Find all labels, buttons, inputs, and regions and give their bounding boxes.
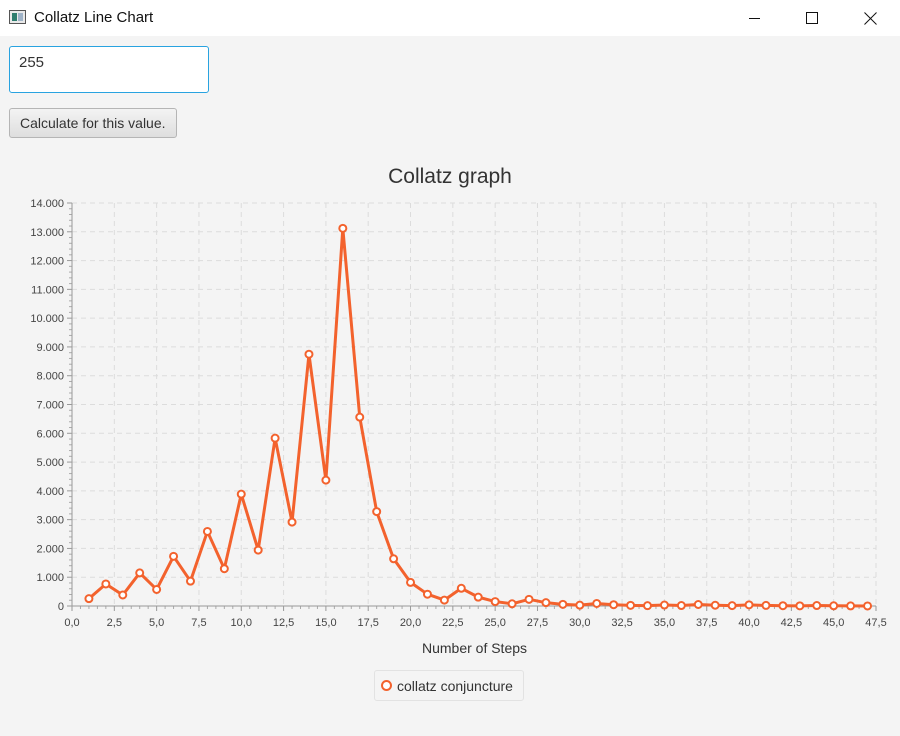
data-point bbox=[710, 600, 720, 610]
data-point bbox=[287, 517, 297, 527]
x-tick-label: 15,0 bbox=[315, 617, 336, 629]
x-tick-label: 40,0 bbox=[738, 617, 759, 629]
chart-title: Collatz graph bbox=[388, 165, 512, 188]
x-tick-label: 0,0 bbox=[64, 617, 79, 629]
maximize-button[interactable] bbox=[783, 0, 841, 36]
x-tick-label: 25,0 bbox=[484, 617, 505, 629]
x-tick-label: 27,5 bbox=[527, 617, 548, 629]
data-point bbox=[795, 601, 805, 611]
y-tick-label: 8.000 bbox=[36, 371, 64, 383]
x-tick-label: 22,5 bbox=[442, 617, 463, 629]
y-tick-label: 0 bbox=[58, 601, 64, 613]
y-tick-label: 13.000 bbox=[30, 227, 64, 239]
y-tick-label: 4.000 bbox=[36, 486, 64, 498]
data-point bbox=[152, 584, 162, 594]
x-tick-label: 12,5 bbox=[273, 617, 294, 629]
data-point bbox=[338, 223, 348, 233]
data-point bbox=[558, 599, 568, 609]
y-tick-label: 14.000 bbox=[30, 198, 64, 210]
data-point bbox=[778, 601, 788, 611]
data-point bbox=[439, 595, 449, 605]
y-tick-label: 6.000 bbox=[36, 428, 64, 440]
x-tick-label: 47,5 bbox=[865, 617, 886, 629]
x-tick-label: 2,5 bbox=[107, 617, 122, 629]
data-point bbox=[219, 564, 229, 574]
x-axis-label: Number of Steps bbox=[421, 640, 528, 656]
data-point bbox=[355, 412, 365, 422]
data-point bbox=[236, 489, 246, 499]
x-tick-label: 10,0 bbox=[231, 617, 252, 629]
x-tick-label: 7,5 bbox=[191, 617, 206, 629]
data-point bbox=[456, 583, 466, 593]
x-tick-label: 42,5 bbox=[781, 617, 802, 629]
data-point bbox=[185, 576, 195, 586]
data-point bbox=[473, 592, 483, 602]
data-point bbox=[253, 545, 263, 555]
x-tick-label: 17,5 bbox=[357, 617, 378, 629]
y-tick-label: 9.000 bbox=[36, 342, 64, 354]
x-tick-label: 5,0 bbox=[149, 617, 164, 629]
data-point bbox=[727, 601, 737, 611]
data-point bbox=[744, 600, 754, 610]
data-point bbox=[575, 600, 585, 610]
data-point bbox=[626, 600, 636, 610]
data-point bbox=[169, 551, 179, 561]
data-point bbox=[372, 507, 382, 517]
close-button[interactable] bbox=[841, 0, 899, 36]
start-value-input[interactable] bbox=[9, 46, 209, 93]
data-point bbox=[270, 433, 280, 443]
close-icon bbox=[864, 12, 877, 25]
data-point bbox=[761, 600, 771, 610]
app-window-icon bbox=[9, 10, 26, 24]
data-point bbox=[507, 599, 517, 609]
x-tick-label: 30,0 bbox=[569, 617, 590, 629]
data-point bbox=[101, 579, 111, 589]
calculate-button[interactable]: Calculate for this value. bbox=[9, 108, 177, 138]
data-point bbox=[676, 601, 686, 611]
data-point bbox=[592, 598, 602, 608]
chart-legend: collatz conjuncture bbox=[374, 670, 524, 701]
minimize-icon bbox=[748, 17, 760, 19]
data-point bbox=[659, 600, 669, 610]
x-tick-label: 45,0 bbox=[823, 617, 844, 629]
minimize-button[interactable] bbox=[725, 0, 783, 36]
collatz-line-chart: 0 1.000 2.000 3.000 4.000 5.000 6.000 7.000 8.00… bbox=[30, 198, 886, 629]
y-tick-label: 1.000 bbox=[36, 572, 64, 584]
legend-label: collatz conjuncture bbox=[397, 677, 513, 694]
y-tick-label: 11.000 bbox=[31, 284, 64, 296]
x-tick-label: 35,0 bbox=[654, 617, 675, 629]
maximize-icon bbox=[806, 12, 818, 24]
data-point bbox=[846, 601, 856, 611]
data-point bbox=[829, 601, 839, 611]
data-point bbox=[422, 589, 432, 599]
data-point bbox=[135, 568, 145, 578]
data-point bbox=[812, 601, 822, 611]
legend-marker-icon bbox=[381, 680, 392, 691]
y-tick-label: 3.000 bbox=[36, 515, 64, 527]
data-point bbox=[321, 475, 331, 485]
data-point bbox=[406, 577, 416, 587]
data-point bbox=[84, 594, 94, 604]
y-tick-label: 12.000 bbox=[30, 256, 64, 268]
data-point bbox=[524, 594, 534, 604]
x-tick-label: 37,5 bbox=[696, 617, 717, 629]
data-point bbox=[541, 598, 551, 608]
data-point bbox=[389, 554, 399, 564]
data-point bbox=[863, 601, 873, 611]
data-point bbox=[118, 590, 128, 600]
data-point bbox=[202, 526, 212, 536]
x-tick-label: 20,0 bbox=[400, 617, 421, 629]
y-tick-label: 10.000 bbox=[30, 313, 64, 325]
y-tick-label: 2.000 bbox=[36, 543, 64, 555]
x-tick-label: 32,5 bbox=[611, 617, 632, 629]
data-point bbox=[490, 597, 500, 607]
data-point bbox=[693, 600, 703, 610]
data-point bbox=[304, 349, 314, 359]
title-bar: Collatz Line Chart bbox=[0, 0, 900, 36]
y-tick-label: 7.000 bbox=[36, 400, 64, 412]
data-point bbox=[642, 601, 652, 611]
data-point bbox=[609, 600, 619, 610]
y-tick-label: 5.000 bbox=[36, 457, 64, 469]
window-title: Collatz Line Chart bbox=[34, 9, 154, 26]
